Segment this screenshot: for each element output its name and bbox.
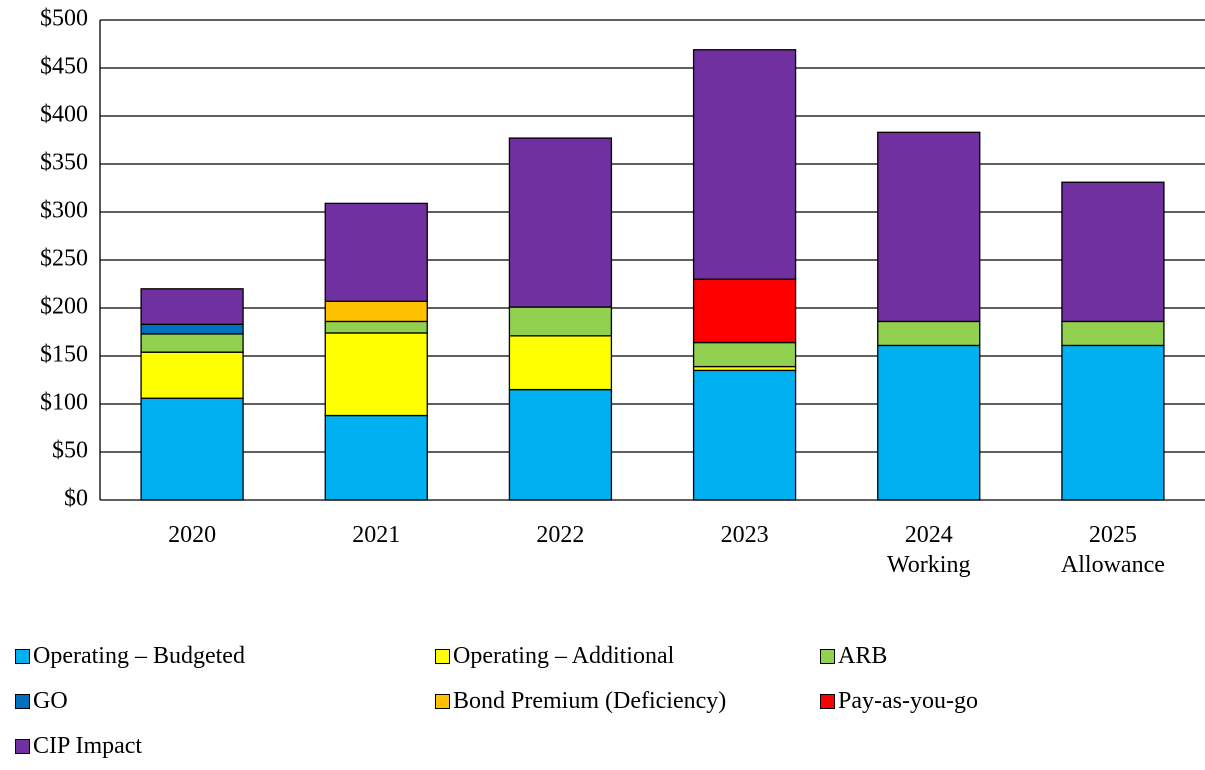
legend-label: ARB [838, 643, 888, 669]
y-tick-label: $100 [40, 390, 88, 416]
legend-label: Pay-as-you-go [838, 688, 978, 714]
bar-segment [140, 323, 244, 335]
y-tick-label: $350 [40, 150, 88, 176]
bar-segment [877, 131, 981, 323]
legend-swatch [435, 694, 450, 709]
y-tick-label: $200 [40, 294, 88, 320]
legend-swatch [15, 649, 30, 664]
bar-segment [692, 369, 797, 501]
legend-item: Operating – Budgeted [15, 643, 245, 670]
legend-swatch [820, 649, 835, 664]
legend-label: Bond Premium (Deficiency) [453, 688, 727, 714]
bar-segment [324, 202, 428, 302]
bar-segment [324, 320, 428, 334]
bar-segment [140, 351, 244, 399]
x-tick-label: 2021 [352, 522, 401, 548]
legend-item: GO [15, 688, 68, 715]
bar-segment [508, 306, 613, 337]
bar-segment [324, 414, 428, 501]
y-tick-label: $50 [52, 438, 88, 464]
bar-segment [877, 344, 981, 501]
bar-segment [692, 49, 797, 280]
legend-label: Operating – Budgeted [33, 643, 245, 669]
legend-swatch [15, 694, 30, 709]
x-tick-label: 2023 [720, 522, 769, 548]
bar-segment [324, 300, 428, 323]
bar-segment [140, 333, 244, 353]
legend-item: Operating – Additional [435, 643, 674, 670]
y-tick-label: $500 [40, 6, 88, 32]
bar-segment [692, 341, 797, 368]
x-tick-label: 2024 Working [887, 522, 971, 578]
legend-label: Operating – Additional [453, 643, 675, 669]
y-tick-label: $450 [40, 54, 88, 80]
legend-swatch [435, 649, 450, 664]
x-tick-label: 2022 [536, 522, 585, 548]
bar-segment [877, 320, 981, 347]
x-tick-label: 2025 Allowance [1060, 522, 1165, 578]
bar-segment [1061, 344, 1165, 501]
bar-segment [324, 332, 428, 417]
bar-segment [508, 388, 613, 501]
bar-segment [1061, 320, 1165, 347]
y-tick-label: $400 [40, 102, 88, 128]
y-tick-label: $250 [40, 246, 88, 272]
y-tick-label: $150 [40, 342, 88, 368]
legend-item: Pay-as-you-go [820, 688, 978, 715]
legend-item: ARB [820, 643, 887, 670]
legend-label: CIP Impact [33, 733, 143, 759]
bar-segment [508, 335, 613, 391]
y-tick-label: $0 [64, 486, 88, 512]
y-tick-label: $300 [40, 198, 88, 224]
bar-segment [140, 288, 244, 325]
legend-label: GO [33, 688, 68, 714]
bar-segment [508, 137, 613, 308]
legend-swatch [820, 694, 835, 709]
chart: $0 $50 $100 $150 $200 $250 $300 $350 $400 $450 $50… [40, 6, 1205, 512]
bar-segment [1061, 181, 1165, 323]
x-tick-label: 2020 [168, 522, 217, 548]
legend-item: Bond Premium (Deficiency) [435, 688, 726, 715]
bar-segment [140, 397, 244, 501]
legend-swatch [15, 739, 30, 754]
bar-segment [692, 278, 797, 344]
legend-item: CIP Impact [15, 733, 142, 760]
